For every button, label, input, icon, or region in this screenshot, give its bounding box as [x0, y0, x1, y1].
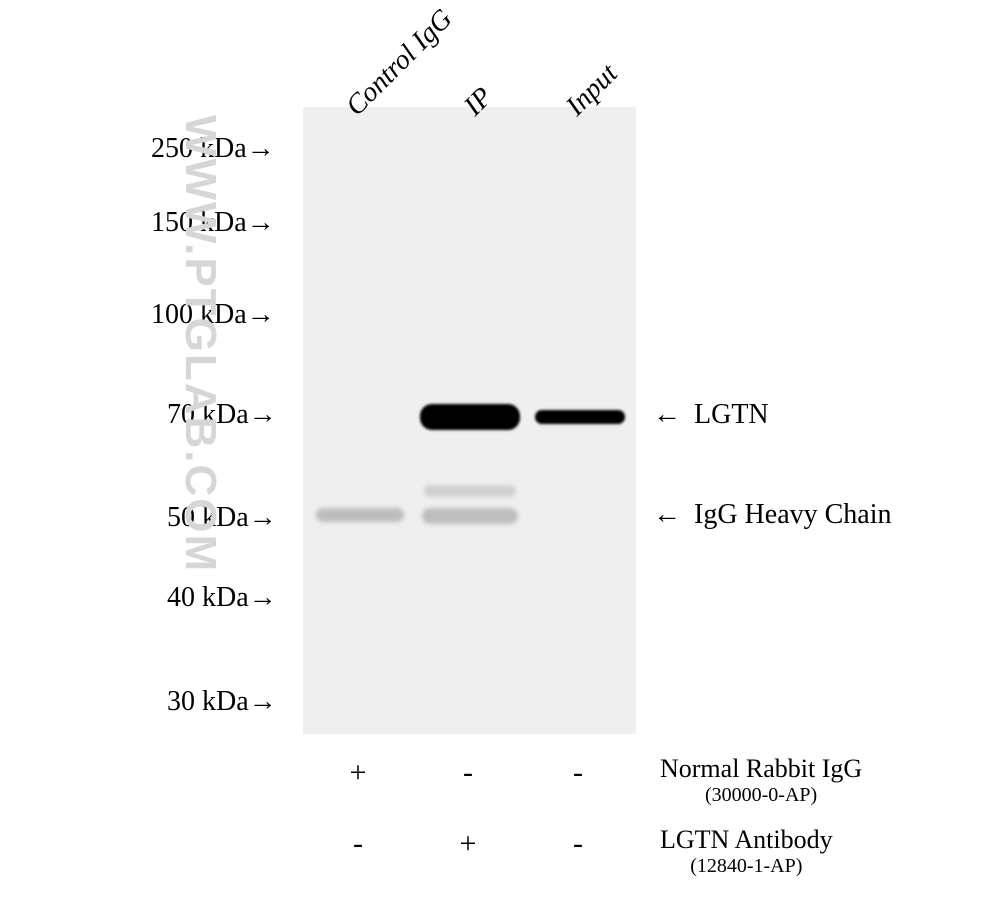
cond-r1-c1: +	[333, 756, 383, 790]
marker-arrow-icon: →	[247, 133, 275, 164]
band-input-lgtn	[535, 410, 625, 424]
cond-r1-label: Normal Rabbit IgG (30000-0-AP)	[660, 754, 862, 807]
watermark-text: WWW.PTGLAB.COM	[175, 115, 225, 573]
marker-arrow-icon: →	[249, 502, 277, 533]
cond-r1-c3: -	[553, 756, 603, 790]
cond-r2-c2: +	[443, 827, 493, 861]
marker-arrow-icon: →	[247, 299, 275, 330]
cond-r2-c3: -	[553, 827, 603, 861]
marker-arrow-icon: →	[249, 686, 277, 717]
annotation-arrow-icon: ←	[653, 399, 681, 430]
annotation-lgtn: ← LGTN	[653, 399, 769, 431]
marker-label: 30 kDa	[167, 686, 249, 717]
annotation-arrow-icon: ←	[653, 499, 681, 530]
cond-r2-label: LGTN Antibody (12840-1-AP)	[660, 825, 833, 878]
marker-arrow-icon: →	[249, 582, 277, 613]
cond-label-sub: (12840-1-AP)	[660, 855, 833, 878]
marker-30: 30 kDa→	[167, 686, 277, 718]
cond-label-main: LGTN Antibody	[660, 825, 833, 855]
marker-arrow-icon: →	[249, 399, 277, 430]
band-ip-lgtn	[420, 404, 520, 430]
annotation-label: IgG Heavy Chain	[694, 499, 892, 530]
cond-label-sub: (30000-0-AP)	[660, 784, 862, 807]
annotation-label: LGTN	[694, 399, 769, 430]
lane-header-control: Control IgG	[340, 3, 459, 122]
band-ip-igg-hc	[422, 508, 518, 524]
band-control-igg-hc	[316, 508, 404, 522]
band-ip-faint-upper	[424, 485, 516, 497]
cond-label-main: Normal Rabbit IgG	[660, 754, 862, 784]
blot-figure: WWW.PTGLAB.COM 250 kDa→ 150 kDa→ 100 kDa…	[0, 0, 1000, 903]
annotation-igg-hc: ← IgG Heavy Chain	[653, 499, 892, 531]
cond-r1-c2: -	[443, 756, 493, 790]
marker-40: 40 kDa→	[167, 582, 277, 614]
cond-r2-c1: -	[333, 827, 383, 861]
marker-label: 40 kDa	[167, 582, 249, 613]
marker-arrow-icon: →	[247, 207, 275, 238]
